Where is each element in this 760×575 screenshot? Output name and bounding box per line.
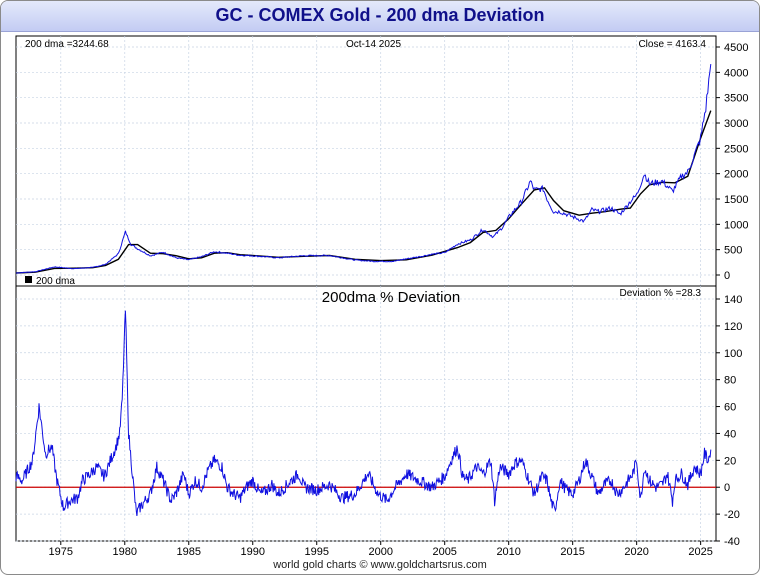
y-tick-label: 3000 [724,118,748,130]
x-tick-label: 1975 [49,546,73,558]
chart-title: GC - COMEX Gold - 200 dma Deviation [215,5,545,25]
footer-credit: world gold charts © www.goldchartsrus.co… [273,559,487,571]
y-tick-label: 80 [724,375,736,387]
price-panel [15,35,717,287]
legend-label: 200 dma [36,276,75,287]
x-tick-label: 1995 [304,546,328,558]
y-tick-label: -20 [724,509,740,521]
x-tick-label: 1990 [241,546,265,558]
y-tick-label: 0 [724,482,730,494]
x-tick-label: 2005 [432,546,456,558]
x-tick-label: 1980 [113,546,137,558]
deviation-line [15,310,712,516]
price-y-axis: 0 500 1000 1500 2000 2500 3000 3500 4000 4500 [716,42,748,282]
y-tick-label: -40 [724,536,740,548]
y-tick-label: 40 [724,428,736,440]
y-tick-label: 3500 [724,93,748,105]
x-tick-label: 2025 [688,546,712,558]
y-tick-label: 4000 [724,67,748,79]
x-tick-label: 2000 [368,546,392,558]
y-tick-label: 120 [724,321,742,333]
close-readout: Close = 4163.4 [638,39,706,50]
deviation-plot [15,310,716,516]
y-tick-label: 2500 [724,143,748,155]
price-plot [15,64,712,274]
x-tick-label: 2020 [624,546,648,558]
title-bar: GC - COMEX Gold - 200 dma Deviation [1,1,759,32]
y-tick-label: 20 [724,455,736,467]
price-line [15,64,712,274]
y-tick-label: 140 [724,294,742,306]
y-tick-label: 1000 [724,219,748,231]
y-tick-label: 0 [724,270,730,282]
deviation-readout: Deviation % =28.3 [620,288,702,299]
x-axis: 1975 1980 1985 1990 1995 2000 2005 2010 2015 2020… [49,541,713,558]
y-tick-label: 100 [724,348,742,360]
x-tick-label: 1985 [177,546,201,558]
deviation-title: 200dma % Deviation [322,289,460,306]
y-tick-label: 4500 [724,42,748,54]
dma-readout: 200 dma =3244.68 [25,39,109,50]
x-tick-label: 2010 [496,546,520,558]
legend-swatch [25,276,32,283]
y-tick-label: 60 [724,402,736,414]
y-tick-label: 1500 [724,194,748,206]
y-tick-label: 2000 [724,169,748,181]
price-grid [16,36,716,286]
date-readout: Oct-14 2025 [346,39,401,50]
x-tick-label: 2015 [560,546,584,558]
y-tick-label: 500 [724,245,742,257]
deviation-y-axis: -40 -20 0 20 40 60 80 100 120 140 [716,294,742,548]
